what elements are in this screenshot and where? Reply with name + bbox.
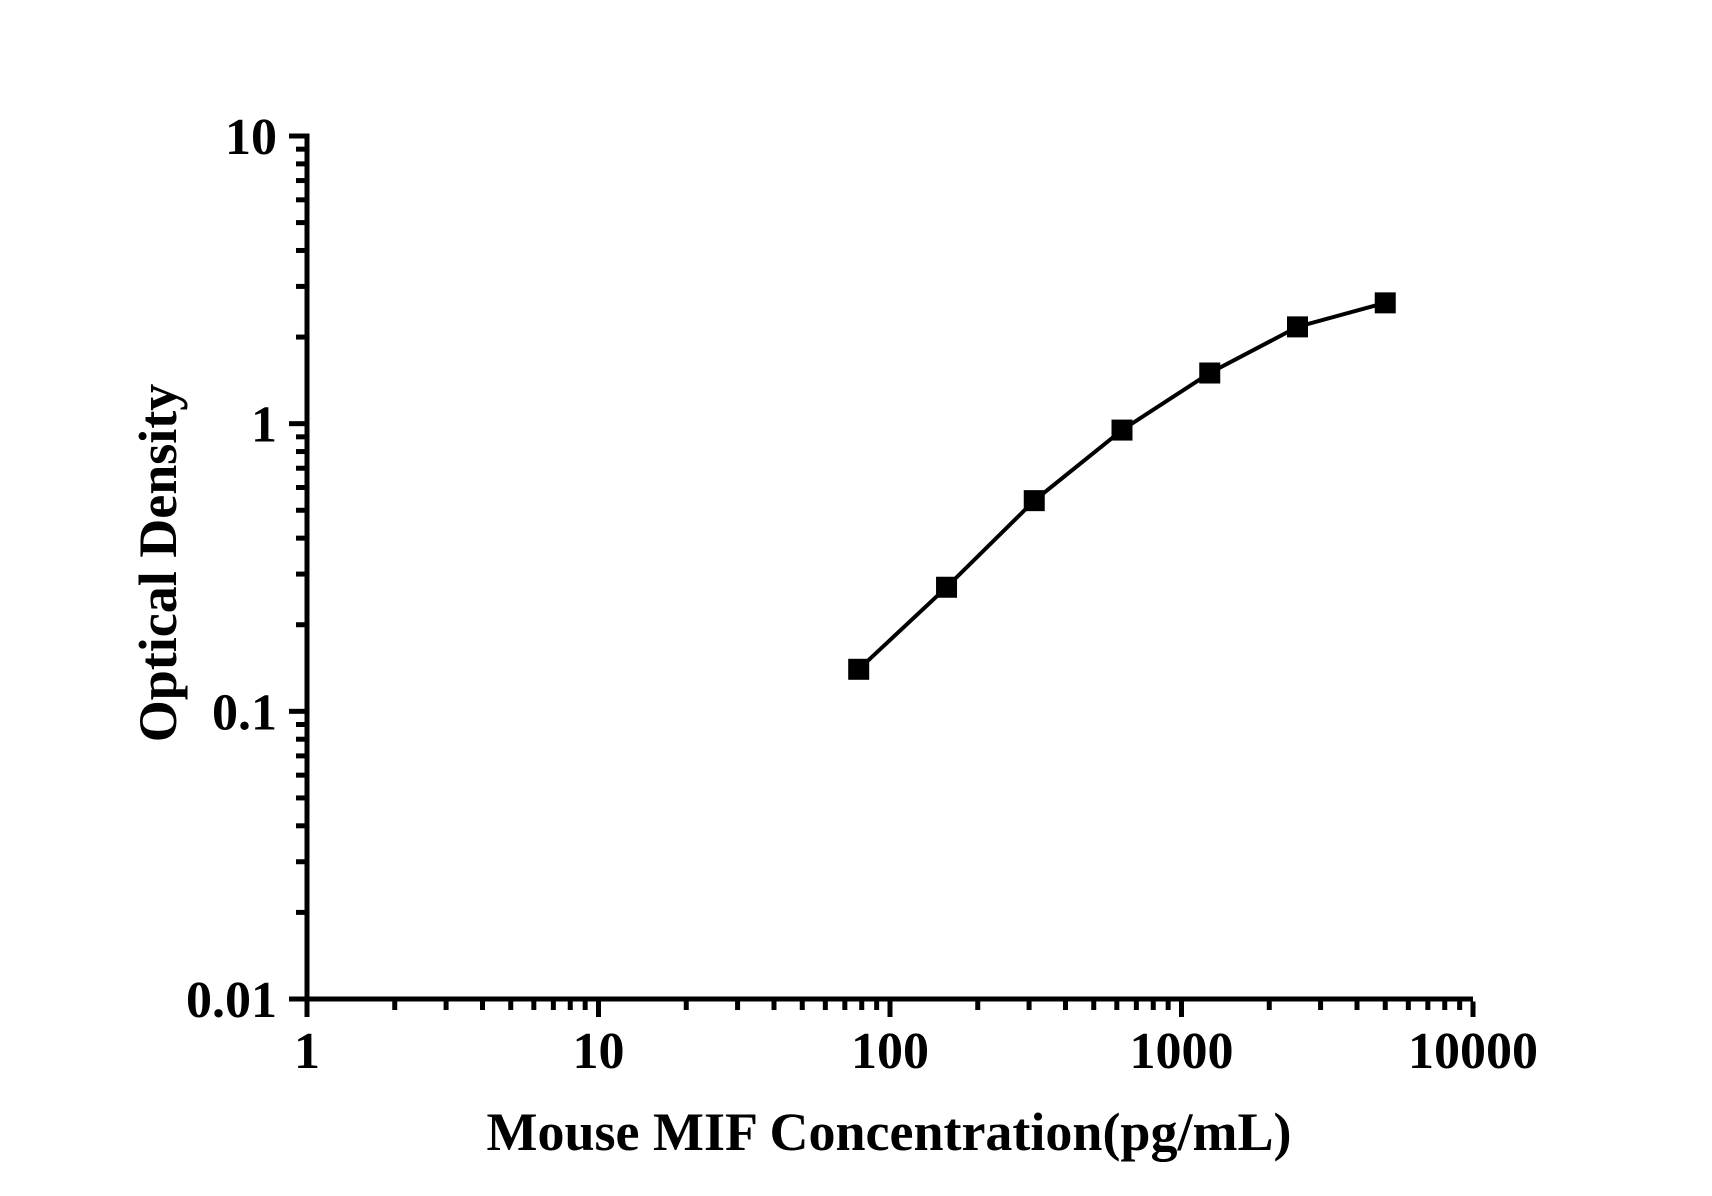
x-tick-label: 1000: [1130, 1023, 1234, 1080]
x-tick-label: 1: [294, 1023, 320, 1080]
y-tick-label: 10: [225, 109, 277, 166]
data-point-marker: [1199, 362, 1221, 384]
x-tick-label: 10: [573, 1023, 625, 1080]
data-point-marker: [936, 576, 958, 598]
data-point-marker: [1111, 419, 1133, 441]
data-point-marker: [1286, 316, 1308, 338]
x-tick-label: 100: [851, 1023, 929, 1080]
data-point-marker: [848, 658, 870, 680]
y-axis-title: Optical Density: [128, 384, 188, 743]
x-tick-label: 10000: [1408, 1023, 1538, 1080]
standard-curve-line: [857, 300, 1386, 671]
y-tick-label: 1: [251, 397, 277, 454]
data-point-marker: [1374, 292, 1396, 314]
x-axis-title: Mouse MIF Concentration(pg/mL): [487, 1102, 1292, 1162]
y-tick-label: 0.1: [212, 684, 277, 741]
data-point-marker: [1023, 490, 1045, 512]
y-tick-label: 0.01: [186, 972, 277, 1029]
